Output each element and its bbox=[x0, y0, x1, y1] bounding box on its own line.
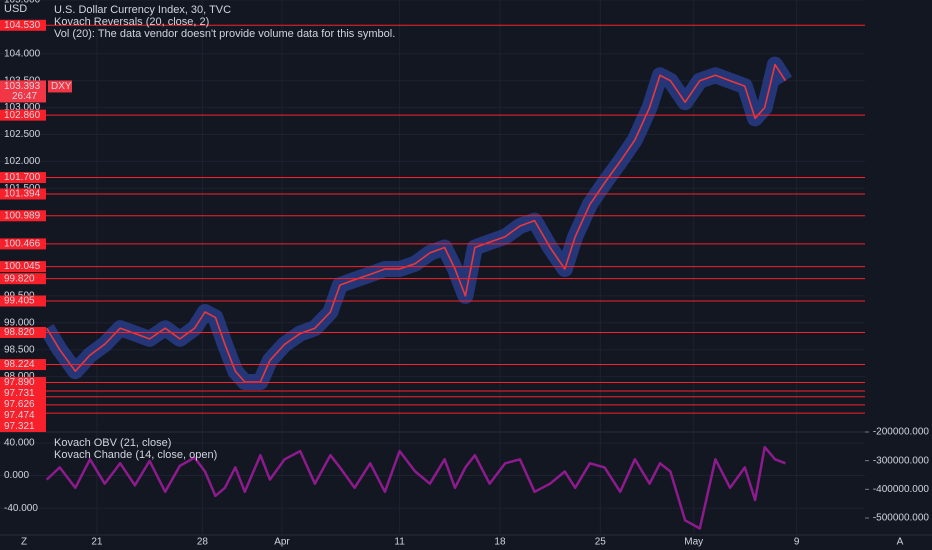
y2-tick-label: -400000.000 bbox=[873, 484, 930, 495]
level-label-bg bbox=[0, 421, 46, 433]
x-tick-label: 28 bbox=[197, 537, 209, 548]
level-label-bg bbox=[0, 399, 46, 411]
plot bbox=[0, 24, 865, 530]
level-label: 97.731 bbox=[4, 388, 35, 399]
y-tick-label: 102.000 bbox=[4, 156, 41, 167]
price-line bbox=[46, 63, 787, 383]
currency: USD bbox=[4, 3, 27, 15]
level-label-bg bbox=[0, 238, 46, 250]
level-label-bg bbox=[0, 359, 46, 371]
y2-tick-label: -500000.000 bbox=[873, 513, 930, 524]
y-tick-label: -40.000 bbox=[4, 503, 38, 514]
level-label-bg bbox=[0, 19, 46, 31]
last-price-bg bbox=[0, 80, 46, 103]
y-tick-label: 40.000 bbox=[4, 438, 35, 449]
level-label: 98.820 bbox=[4, 327, 35, 338]
y-tick-label: 0.000 bbox=[4, 470, 29, 481]
toolbar-button[interactable]: Z bbox=[21, 537, 27, 548]
x-tick-label: 9 bbox=[794, 537, 800, 548]
level-label: 99.405 bbox=[4, 296, 35, 307]
x-tick-label: May bbox=[684, 537, 703, 548]
level-label: 100.466 bbox=[4, 239, 41, 250]
indicator: Kovach OBV (21, close) bbox=[54, 437, 171, 449]
level-label: 101.394 bbox=[4, 189, 41, 200]
level-label: 104.530 bbox=[4, 20, 41, 31]
y-tick-label: 99.000 bbox=[4, 317, 35, 328]
level-label: 100.989 bbox=[4, 210, 41, 221]
x-tick-label: Apr bbox=[274, 537, 290, 548]
toolbar-button[interactable]: A bbox=[897, 537, 904, 548]
x-tick-label: 25 bbox=[595, 537, 607, 548]
level-label-bg bbox=[0, 273, 46, 285]
level-label: 97.474 bbox=[4, 410, 35, 421]
countdown: 26:47 bbox=[12, 91, 37, 102]
level-label: 97.626 bbox=[4, 399, 35, 410]
y-tick-label: 98.000 bbox=[4, 371, 35, 382]
indicator: Vol (20): The data vendor doesn't provid… bbox=[54, 28, 395, 40]
y-tick-label: 105.000 bbox=[4, 0, 41, 6]
level-label-bg bbox=[0, 261, 46, 273]
level-label: 97.890 bbox=[4, 377, 35, 388]
indicator: Kovach Chande (14, close, open) bbox=[54, 449, 217, 461]
y-tick-label: 104.000 bbox=[4, 48, 41, 59]
x-tick-label: 18 bbox=[494, 537, 506, 548]
level-label-bg bbox=[0, 210, 46, 222]
level-label: 102.860 bbox=[4, 110, 41, 121]
level-label-bg bbox=[0, 295, 46, 307]
x-tick-label: 11 bbox=[394, 537, 405, 548]
level-label-bg bbox=[0, 410, 46, 422]
level-label-bg bbox=[0, 188, 46, 200]
y2-tick-label: -300000.000 bbox=[873, 455, 930, 466]
y2-tick-label: -200000.000 bbox=[873, 427, 930, 438]
y-tick-label: 103.000 bbox=[4, 102, 41, 113]
level-label-bg bbox=[0, 388, 46, 400]
y-tick-label: 102.500 bbox=[4, 129, 41, 140]
level-label-bg bbox=[0, 377, 46, 389]
y-tick-label: 101.500 bbox=[4, 183, 41, 194]
last-price: 103.393 bbox=[4, 81, 41, 92]
level-label-bg bbox=[0, 109, 46, 121]
level-label: 98.224 bbox=[4, 359, 35, 370]
level-label: 100.045 bbox=[4, 261, 41, 272]
oscillator-line bbox=[45, 445, 786, 530]
level-label-bg bbox=[0, 326, 46, 338]
indicator: Kovach Reversals (20, close, 2) bbox=[54, 16, 209, 28]
chart-title: U.S. Dollar Currency Index, 30, TVC bbox=[54, 4, 231, 16]
y-tick-label: 98.500 bbox=[4, 344, 35, 355]
level-label: 99.820 bbox=[4, 273, 35, 284]
level-label-bg bbox=[0, 172, 46, 184]
level-label: 97.321 bbox=[4, 421, 35, 432]
symbol: DXY bbox=[51, 81, 72, 92]
symbol-bg bbox=[48, 80, 72, 93]
level-label: 101.700 bbox=[4, 172, 41, 183]
x-tick-label: 21 bbox=[91, 537, 103, 548]
